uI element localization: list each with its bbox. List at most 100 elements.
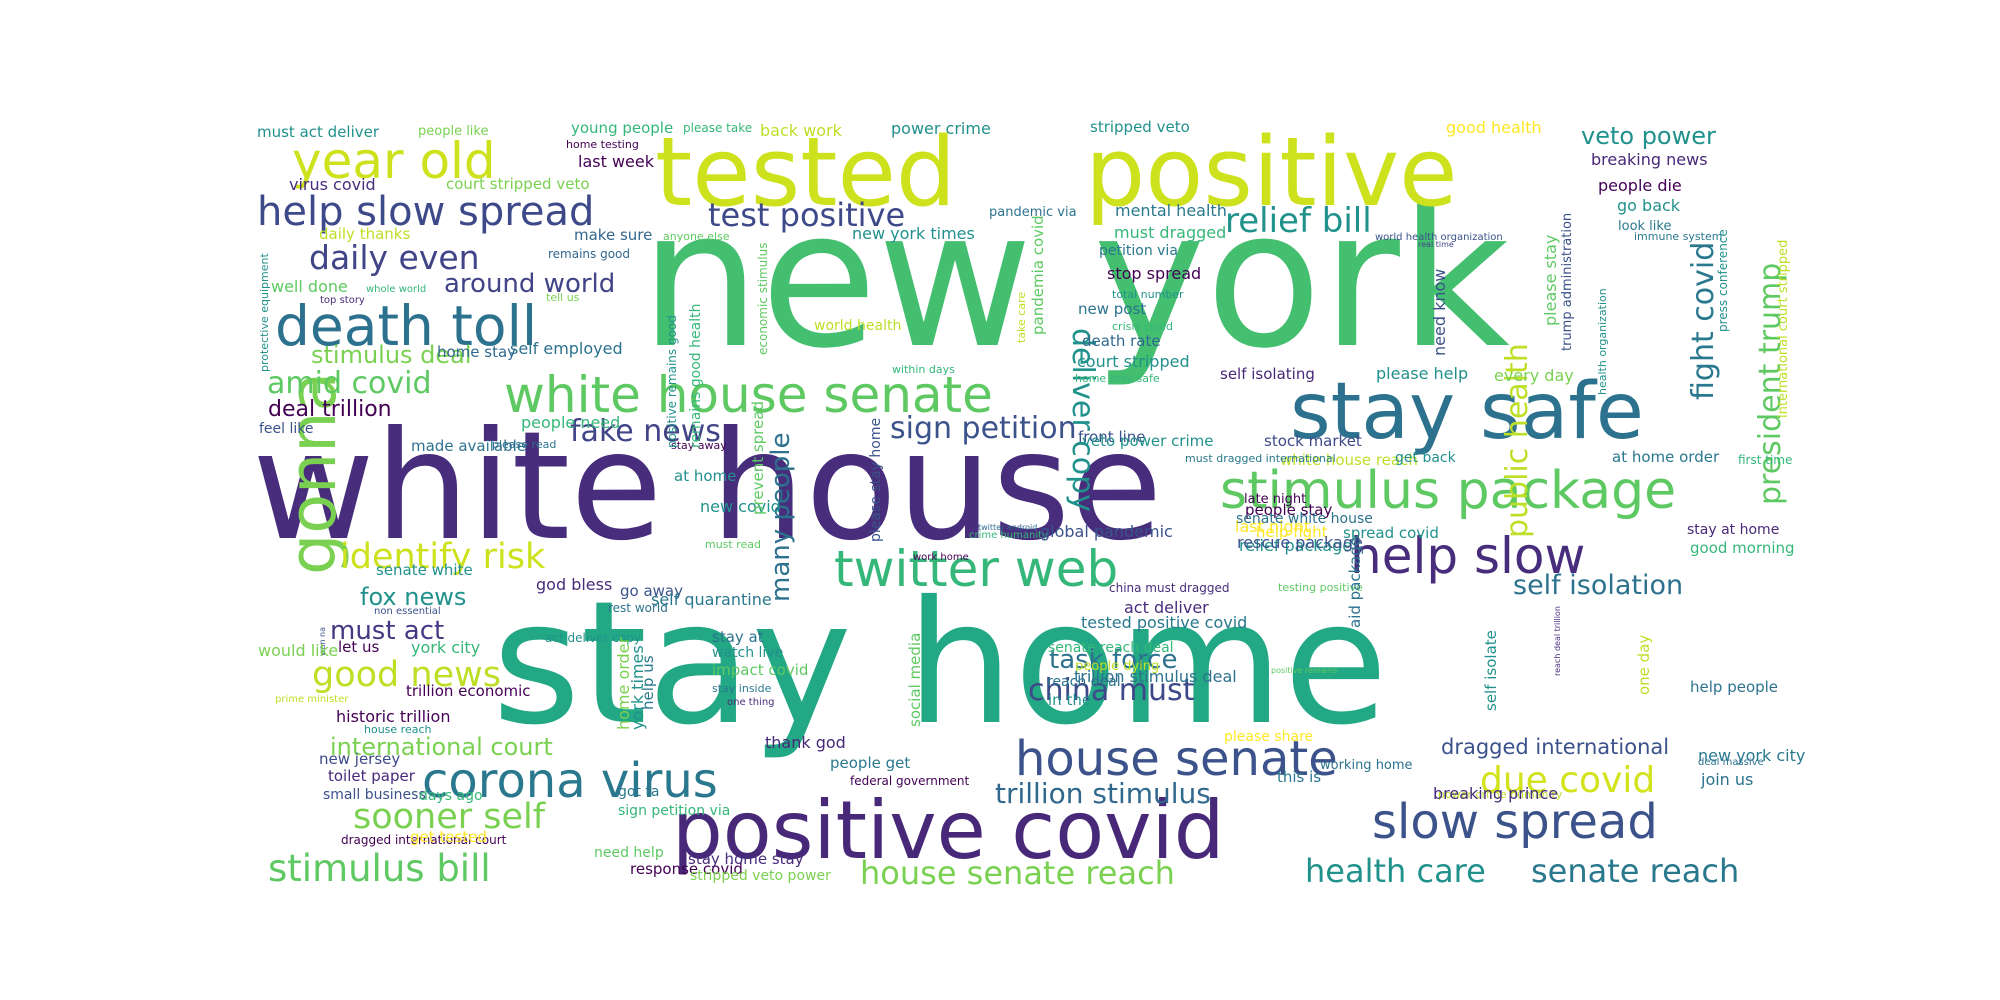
word-task-force: task force bbox=[1049, 645, 1177, 675]
word-dragged-international: dragged international bbox=[1441, 735, 1669, 759]
word-test-positive: test positive bbox=[708, 196, 905, 234]
word-twitter-web: twitter web bbox=[834, 540, 1118, 598]
word-health-organization: health organization bbox=[1596, 288, 1609, 395]
word-self-isolate: self isolate bbox=[1482, 630, 1500, 711]
word-wan-na: wan na bbox=[318, 627, 327, 656]
word-death-rate: death rate bbox=[1082, 332, 1161, 350]
word-must-dragged-international: must dragged international bbox=[1185, 452, 1336, 465]
word-white-house-senate: white house senate bbox=[504, 366, 993, 424]
word-whole-world: whole world bbox=[366, 284, 426, 295]
word-back-work: back work bbox=[760, 121, 843, 140]
word-corona-virus: corona virus bbox=[422, 753, 718, 809]
word-must-act-deliver: must act deliver bbox=[257, 123, 380, 141]
word-small-business: small business bbox=[323, 787, 426, 803]
word-every-day: every day bbox=[1494, 366, 1574, 385]
word-anyone-else: anyone else bbox=[663, 230, 730, 243]
word-new-post: new post bbox=[1078, 300, 1146, 318]
word-press-conference: press conference bbox=[1716, 229, 1730, 332]
word-house-senate: house senate bbox=[1015, 731, 1338, 787]
word-self-isolating: self isolating bbox=[1220, 365, 1315, 383]
word-veto-power-crime: veto power crime bbox=[1082, 432, 1213, 450]
word-twitter-android: twitter android bbox=[978, 523, 1037, 532]
word-god-bless: god bless bbox=[536, 575, 612, 594]
word-work-home: work home bbox=[913, 552, 969, 563]
word-self-isolation: self isolation bbox=[1513, 570, 1683, 601]
word-get-tested: get tested bbox=[410, 828, 487, 846]
word-watch-live: watch live bbox=[712, 645, 783, 661]
word-pandemic-via: pandemic via bbox=[989, 205, 1077, 220]
word-stop-spread: stop spread bbox=[1107, 264, 1201, 283]
word-stock-market: stock market bbox=[1264, 432, 1362, 450]
word-tested-positive-covid: tested positive covid bbox=[1081, 613, 1247, 632]
word-good-news: good news bbox=[312, 655, 501, 695]
word-please-read: please read bbox=[492, 438, 556, 451]
word-white-house: white house bbox=[252, 400, 1163, 574]
word-good-morning: good morning bbox=[1690, 539, 1795, 557]
word-one-thing: one thing bbox=[727, 697, 775, 708]
word-stay-at-home: stay at home bbox=[1687, 522, 1779, 538]
word-look-like: look like bbox=[1618, 219, 1671, 234]
word-must-act: must act bbox=[330, 616, 444, 646]
word-deal-massive: deal massive bbox=[1698, 757, 1764, 768]
word-federal-government: federal government bbox=[850, 774, 969, 788]
word-health-care: health care bbox=[1305, 852, 1486, 890]
word-make-sure: make sure bbox=[574, 226, 652, 244]
word-york-times: york times bbox=[628, 645, 647, 730]
word-made-available: made available bbox=[411, 437, 526, 455]
word-court-stripped: court stripped bbox=[1077, 352, 1190, 371]
word-help-us: help us bbox=[639, 655, 657, 710]
word-stay-home-stay: stay home stay bbox=[688, 850, 804, 868]
word-many-people: many people bbox=[766, 432, 796, 602]
word-white-house-reach: white house reach bbox=[1280, 451, 1418, 469]
word-house-senate-reach: house senate reach bbox=[860, 854, 1175, 892]
word-york-city: york city bbox=[411, 638, 480, 657]
word-new-york-city: new york city bbox=[1698, 746, 1805, 765]
word-new-jersey: new jersey bbox=[319, 750, 400, 768]
word-this-is: this is bbox=[1277, 768, 1321, 786]
word-real-time: real time bbox=[1418, 240, 1454, 249]
word-remains-good: remains good bbox=[548, 247, 630, 261]
word-stay-inside: stay inside bbox=[712, 682, 772, 695]
word-senate-white-house: senate white house bbox=[1236, 511, 1373, 527]
word-help-slow-spread: help slow spread bbox=[257, 189, 594, 235]
word-around-world: around world bbox=[444, 269, 615, 299]
word-pandemia-covid: pandemia covid bbox=[1029, 215, 1047, 335]
word-good-health: good health bbox=[1446, 118, 1542, 137]
word-virus-covid: virus covid bbox=[289, 175, 376, 194]
word-first-time: first time bbox=[1738, 453, 1792, 467]
word-days-ago: days ago bbox=[419, 788, 483, 804]
word-relief-package: relief package bbox=[1239, 536, 1352, 555]
word-stimulus-deal: stimulus deal bbox=[311, 341, 472, 369]
word-stripped-veto-power: stripped veto power bbox=[690, 868, 831, 884]
word-home-testing: home testing bbox=[566, 138, 639, 151]
word-breaking-news: breaking news bbox=[1591, 150, 1708, 169]
word-need-know: need know bbox=[1430, 269, 1449, 356]
word-please-help: please help bbox=[1376, 364, 1468, 383]
word-spread-covid: spread covid bbox=[1343, 524, 1439, 542]
word-senate-white: senate white bbox=[376, 561, 473, 579]
word-fight-covid: fight covid bbox=[1686, 242, 1721, 400]
word-trump-administration: trump administration bbox=[1560, 213, 1575, 351]
word-china-must-dragged: china must dragged bbox=[1109, 581, 1230, 595]
word-self-employed: self employed bbox=[510, 339, 623, 358]
word-act-deliver-copy: act deliver copy bbox=[545, 631, 641, 645]
word-at-home-order: at home order bbox=[1612, 448, 1720, 466]
word-please-stay-home: please stay home bbox=[868, 418, 884, 542]
word-stay-home: stay home bbox=[492, 565, 1388, 763]
word-toilet-paper: toilet paper bbox=[328, 767, 416, 785]
word-daily-thanks: daily thanks bbox=[319, 225, 410, 243]
word-china-must: china must bbox=[1028, 673, 1195, 708]
word-trillion-stimulus: trillion stimulus bbox=[995, 777, 1211, 810]
word-prevent-spread: prevent spread bbox=[749, 401, 767, 515]
word-senate-reach-deal: senate reach deal bbox=[1048, 640, 1174, 656]
word-due-covid: due covid bbox=[1480, 760, 1655, 801]
word-identify-risk: identify risk bbox=[340, 537, 546, 577]
word-power-crime: power crime bbox=[891, 119, 991, 138]
word-at-home: at home bbox=[674, 467, 736, 485]
word-help-slow: help slow bbox=[1350, 527, 1585, 585]
word-front-line: front line bbox=[1078, 428, 1146, 446]
word-veto-power: veto power bbox=[1581, 122, 1716, 150]
word-new-york-times: new york times bbox=[852, 224, 975, 243]
word-remains-good-health: remains good health bbox=[688, 304, 704, 448]
